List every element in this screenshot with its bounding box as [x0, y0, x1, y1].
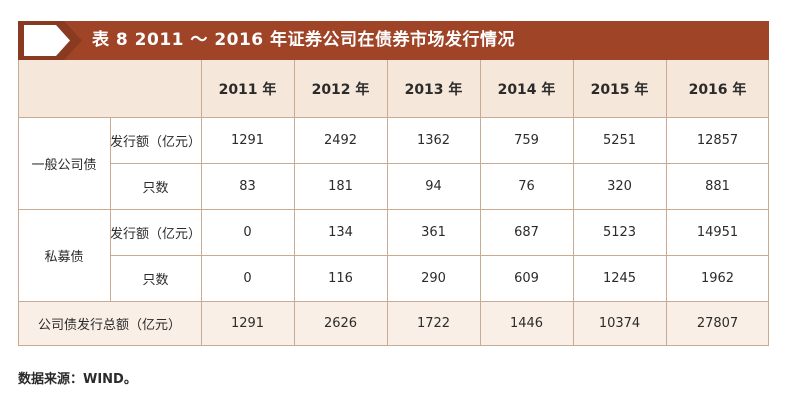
table-cell: 14951 [666, 209, 769, 255]
table-cell: 5123 [573, 209, 666, 255]
table-cell: 361 [387, 209, 480, 255]
total-cell: 1722 [387, 301, 480, 346]
table-cell: 181 [294, 163, 387, 209]
table-cell: 76 [480, 163, 573, 209]
table-cell: 687 [480, 209, 573, 255]
table-cell: 12857 [666, 117, 769, 163]
table-title: 表 8 2011 ～ 2016 年证券公司在债券市场发行情况 [92, 30, 516, 50]
grid-line [18, 345, 769, 346]
grid-line [110, 117, 111, 301]
table-cell: 116 [294, 255, 387, 301]
table-cell: 2492 [294, 117, 387, 163]
grid-line [294, 60, 295, 346]
grid-line [573, 60, 574, 346]
table-cell: 320 [573, 163, 666, 209]
chevron-right-icon [18, 21, 82, 60]
table-cell: 290 [387, 255, 480, 301]
row-label: 只数 [110, 163, 201, 209]
header-blank-cell [18, 60, 201, 117]
total-cell: 1291 [201, 301, 294, 346]
table-cell: 94 [387, 163, 480, 209]
table-cell: 1291 [201, 117, 294, 163]
row-group-label: 一般公司债 [18, 117, 110, 209]
total-cell: 2626 [294, 301, 387, 346]
grid-line [387, 60, 388, 346]
grid-line [18, 301, 769, 302]
total-cell: 27807 [666, 301, 769, 346]
grid-line [18, 60, 19, 346]
grid-line [110, 255, 769, 256]
table-cell: 1962 [666, 255, 769, 301]
table-title-bar: 表 8 2011 ～ 2016 年证券公司在债券市场发行情况 [18, 21, 769, 60]
grid-line [18, 117, 769, 118]
table-cell: 881 [666, 163, 769, 209]
table-cell: 1245 [573, 255, 666, 301]
column-header-2016: 2016 年 [666, 60, 769, 117]
grid-line [110, 163, 769, 164]
table-cell: 134 [294, 209, 387, 255]
table-cell: 1362 [387, 117, 480, 163]
total-cell: 1446 [480, 301, 573, 346]
column-header-2012: 2012 年 [294, 60, 387, 117]
grid-line [480, 60, 481, 346]
source-note: 数据来源：WIND。 [18, 372, 137, 387]
total-cell: 10374 [573, 301, 666, 346]
grid-line [18, 209, 769, 210]
total-row-label: 公司债发行总额（亿元） [18, 301, 201, 346]
row-label: 发行额（亿元） [110, 117, 201, 163]
table-cell: 0 [201, 255, 294, 301]
grid-line [768, 60, 769, 346]
table-cell: 83 [201, 163, 294, 209]
grid-line [666, 60, 667, 346]
row-label: 只数 [110, 255, 201, 301]
column-header-2014: 2014 年 [480, 60, 573, 117]
table-cell: 0 [201, 209, 294, 255]
column-header-2011: 2011 年 [201, 60, 294, 117]
column-header-2015: 2015 年 [573, 60, 666, 117]
column-header-2013: 2013 年 [387, 60, 480, 117]
table-cell: 5251 [573, 117, 666, 163]
row-group-label: 私募债 [18, 209, 110, 301]
data-table: 2011 年 2012 年 2013 年 2014 年 2015 年 2016 … [18, 60, 769, 346]
table-cell: 759 [480, 117, 573, 163]
grid-line [201, 60, 202, 346]
row-label: 发行额（亿元） [110, 209, 201, 255]
table-cell: 609 [480, 255, 573, 301]
